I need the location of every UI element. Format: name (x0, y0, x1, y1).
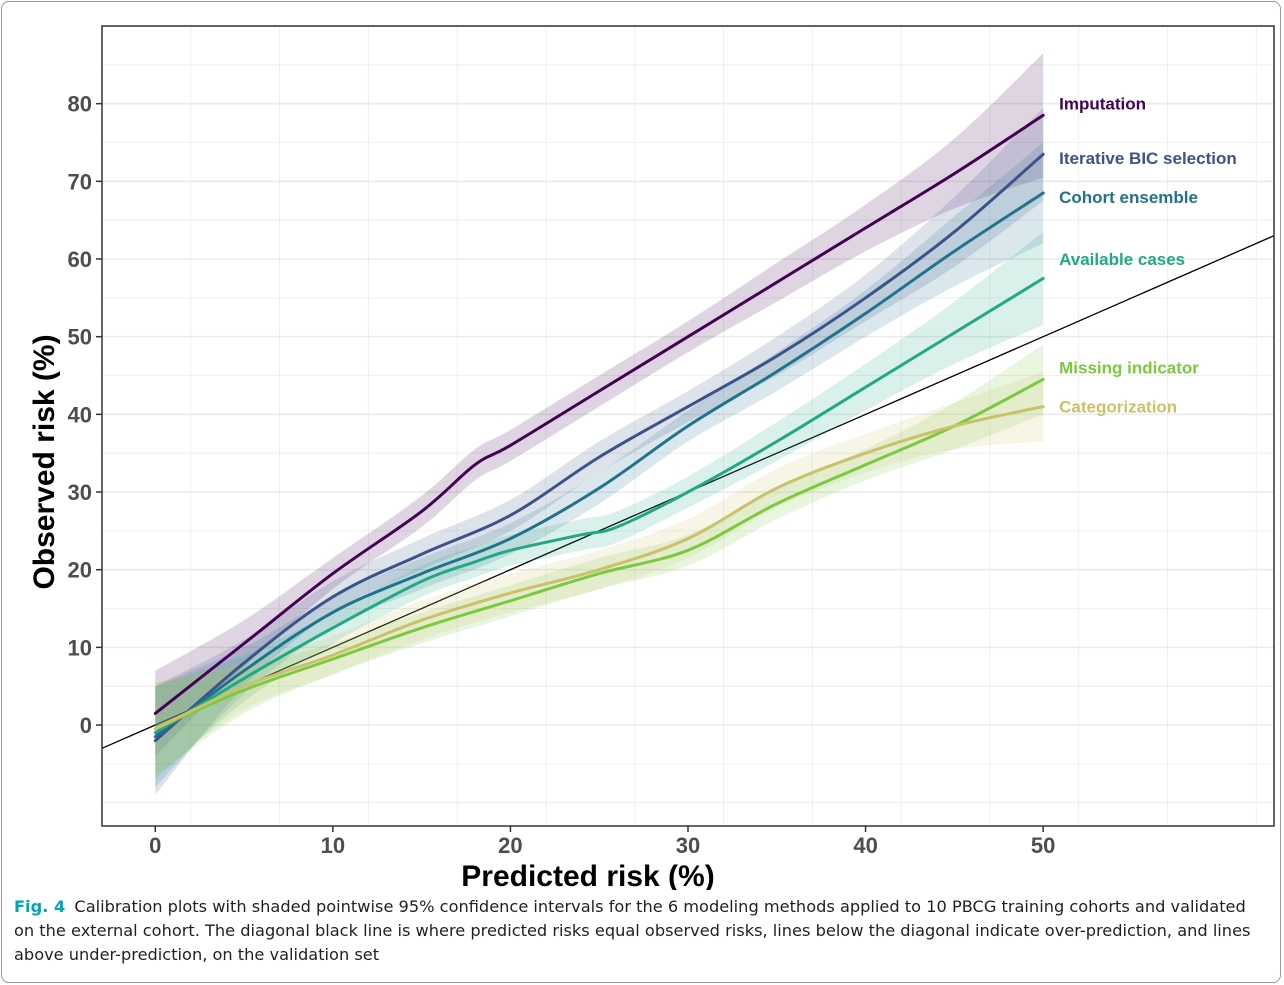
figure-caption: Fig. 4 Calibration plots with shaded poi… (14, 895, 1264, 967)
series-line-cohort-ensemble (153, 191, 1045, 739)
series-labels-layer: Imputation Iterative BIC selection Cohort … (1059, 95, 1237, 417)
y-tick-label: 40 (68, 402, 92, 427)
figure-label: Fig. 4 (14, 897, 66, 916)
confidence-bands-layer (155, 53, 1044, 795)
series-label-iterative-bic-selection: Iterative BIC selection (1059, 149, 1237, 168)
ci-band-missing-indicator (155, 344, 1044, 776)
series-line-categorization (153, 405, 1045, 731)
series-line-imputation (153, 113, 1045, 715)
series-label-available-cases: Available cases (1059, 250, 1185, 269)
grid-layer (101, 25, 1274, 826)
y-tick-label: 10 (68, 635, 92, 660)
series-label-cohort-ensemble: Cohort ensemble (1059, 188, 1198, 207)
x-tick-label: 40 (853, 833, 877, 858)
x-tick-label: 20 (498, 833, 522, 858)
y-tick-label: 50 (68, 325, 92, 350)
x-tick-label: 10 (321, 833, 345, 858)
caption-text: Calibration plots with shaded pointwise … (14, 897, 1251, 964)
x-tick-label: 0 (149, 833, 161, 858)
series-label-missing-indicator: Missing indicator (1059, 359, 1199, 378)
ci-band-imputation (155, 53, 1044, 757)
y-tick-label: 0 (80, 713, 92, 738)
series-lines-layer (153, 113, 1045, 743)
ci-band-iterative-bic-selection (155, 107, 1044, 795)
y-axis-title: Observed risk (%) (28, 334, 61, 589)
y-tick-label: 30 (68, 480, 92, 505)
series-line-available-cases (153, 276, 1045, 735)
y-tick-label: 80 (68, 92, 92, 117)
y-tick-label: 20 (68, 558, 92, 583)
x-axis-title: Predicted risk (%) (461, 860, 714, 890)
x-tick-label: 50 (1031, 833, 1055, 858)
series-line-iterative-bic-selection (153, 152, 1045, 743)
x-tick-label: 30 (676, 833, 700, 858)
axis-ticks-layer: 0 10 20 30 40 50 0 10 20 30 40 50 60 70 80 (68, 92, 1056, 858)
ci-band-available-cases (155, 231, 1044, 780)
y-tick-label: 70 (68, 169, 92, 194)
y-tick-label: 60 (68, 247, 92, 272)
series-label-categorization: Categorization (1059, 398, 1177, 417)
series-line-missing-indicator (153, 377, 1045, 731)
series-label-imputation: Imputation (1059, 95, 1146, 114)
